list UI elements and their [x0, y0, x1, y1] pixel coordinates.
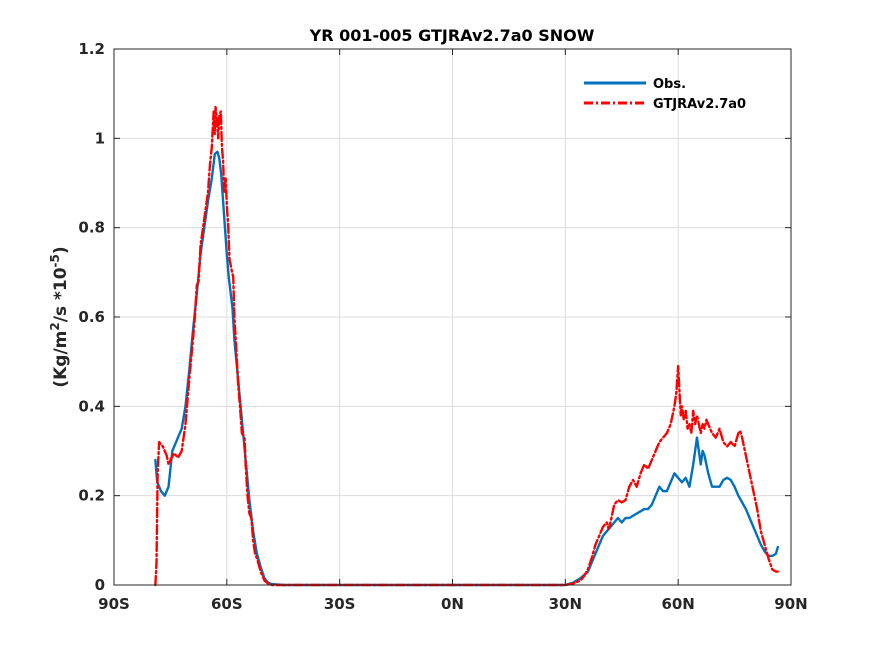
x-tick-label: 60N [661, 595, 694, 613]
y-axis-label-part-2: /s *10 [51, 267, 71, 322]
legend-label-obs: Obs. [653, 77, 686, 92]
x-tick-label: 90N [774, 595, 807, 613]
y-tick-label: 1.2 [78, 40, 105, 58]
chart-title: YR 001-005 GTJRAv2.7a0 SNOW [309, 26, 595, 45]
series-line-gtjra [154, 105, 780, 587]
legend-label-gtjra: GTJRAv2.7a0 [653, 97, 746, 112]
y-tick-label: 0.8 [78, 219, 105, 237]
y-axis-label: (Kg/m2/s *10-5) [48, 246, 71, 387]
axis-ticks: 90S 60S 30S 0N 30N 60N 90N 0 0.2 0.4 0.6 0.8 1 1.2 [78, 40, 807, 613]
y-tick-label: 1 [95, 129, 105, 147]
y-axis-label-sup-1: 2 [48, 322, 62, 330]
grid-lines [114, 49, 791, 585]
x-tick-label: 30N [549, 595, 582, 613]
y-axis-label-part-1: (Kg/m [51, 331, 71, 388]
series-layer [154, 105, 780, 587]
y-axis-label-sup-2: -5 [48, 254, 62, 267]
y-tick-label: 0.6 [78, 308, 105, 326]
y-axis-label-part-3: ) [51, 246, 71, 254]
y-tick-label: 0 [95, 576, 105, 594]
y-tick-label: 0.4 [78, 397, 105, 415]
legend: Obs. GTJRAv2.7a0 [584, 77, 746, 112]
x-tick-label: 0N [441, 595, 464, 613]
x-tick-label: 90S [98, 595, 130, 613]
series-line-obs [154, 150, 780, 587]
y-tick-label: 0.2 [78, 487, 105, 505]
x-tick-label: 30S [324, 595, 356, 613]
x-tick-label: 60S [211, 595, 243, 613]
